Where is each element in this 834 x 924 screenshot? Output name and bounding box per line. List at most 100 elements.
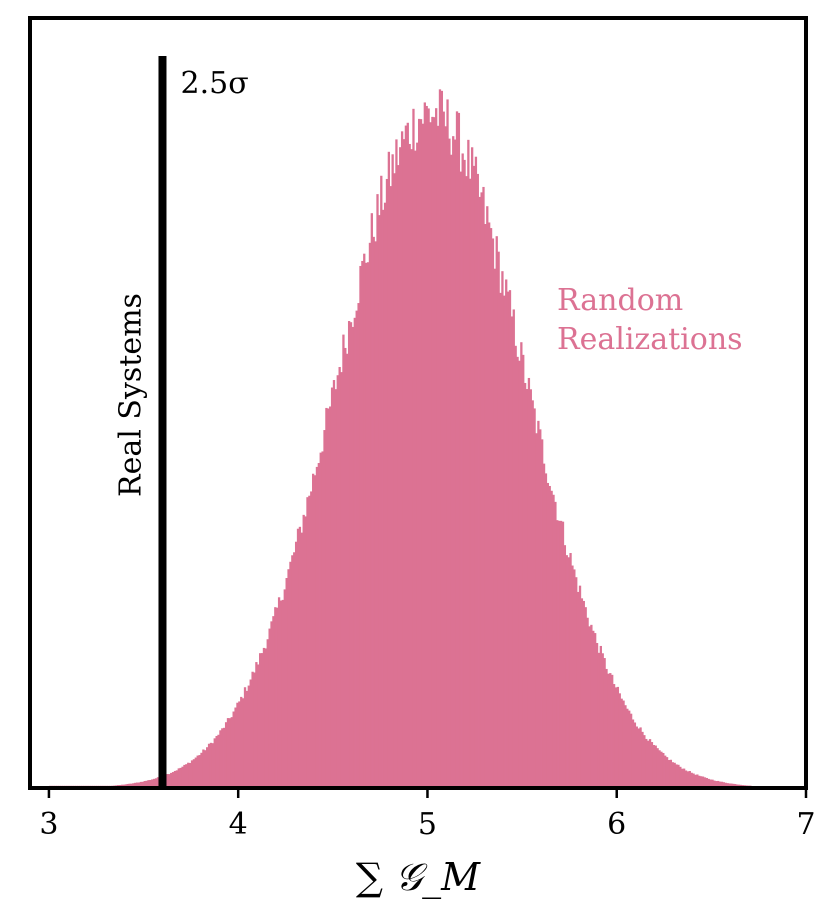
histogram-bar-42 xyxy=(128,783,131,788)
histogram-bar-62 xyxy=(166,774,169,788)
histogram-bar-150 xyxy=(332,380,336,788)
histogram-bar-118 xyxy=(272,616,275,788)
histogram-bar-178 xyxy=(385,178,389,789)
histogram-bar-136 xyxy=(306,497,309,788)
histogram-bar-110 xyxy=(257,664,260,788)
histogram-bar-134 xyxy=(302,514,305,788)
histogram-bar-73 xyxy=(187,762,190,788)
histogram-bar-334 xyxy=(681,768,684,788)
histogram-bar-265 xyxy=(550,490,553,788)
histogram-bar-113 xyxy=(262,647,266,788)
histogram-bar-71 xyxy=(183,764,186,788)
histogram-bar-243 xyxy=(508,290,512,788)
histogram-bar-109 xyxy=(255,662,258,788)
histogram-bar-224 xyxy=(472,165,476,788)
histogram-bar-259 xyxy=(539,429,542,788)
histogram-bar-151 xyxy=(334,389,338,788)
histogram-bar-208 xyxy=(442,111,445,788)
histogram-bar-356 xyxy=(722,782,726,788)
histogram-bar-65 xyxy=(171,772,175,788)
histogram-bar-320 xyxy=(654,745,657,788)
x-tick-label-4: 7 xyxy=(796,807,815,842)
histogram-bar-228 xyxy=(480,192,483,789)
histogram-bar-353 xyxy=(717,780,720,788)
histogram-bar-205 xyxy=(436,125,440,788)
histogram-bar-159 xyxy=(349,322,353,788)
histogram-bar-204 xyxy=(435,108,438,788)
histogram-bar-239 xyxy=(501,271,504,788)
histogram-bars xyxy=(48,89,752,789)
histogram-bar-156 xyxy=(344,347,347,788)
histogram-bar-275 xyxy=(569,553,572,788)
histogram-bar-282 xyxy=(582,600,585,788)
histogram-bar-102 xyxy=(241,698,245,788)
histogram-bar-218 xyxy=(461,153,464,788)
histogram-bar-87 xyxy=(213,738,216,788)
histogram-bar-252 xyxy=(525,389,529,788)
histogram-bar-181 xyxy=(391,154,394,789)
histogram-bar-215 xyxy=(455,111,459,789)
series-annotation-line1: Random xyxy=(557,283,683,318)
histogram-bar-319 xyxy=(652,744,655,788)
histogram-bar-335 xyxy=(682,768,686,788)
histogram-bar-296 xyxy=(609,673,612,788)
histogram-bar-219 xyxy=(463,159,466,788)
histogram-bar-43 xyxy=(130,783,133,788)
histogram-bar-129 xyxy=(293,552,296,788)
histogram-bar-351 xyxy=(713,780,716,788)
histogram-bar-45 xyxy=(134,782,137,788)
histogram-bar-345 xyxy=(701,776,705,788)
histogram-bar-165 xyxy=(361,260,364,788)
histogram-bar-220 xyxy=(465,176,468,789)
histogram-bar-84 xyxy=(207,743,211,788)
histogram-bar-249 xyxy=(520,342,523,788)
histogram-bar-144 xyxy=(321,451,324,788)
histogram-bar-46 xyxy=(135,782,139,788)
histogram-bar-97 xyxy=(232,711,235,788)
histogram-bar-152 xyxy=(336,375,339,788)
histogram-bar-248 xyxy=(518,360,521,788)
histogram-bar-235 xyxy=(493,268,496,788)
histogram-bar-263 xyxy=(546,482,549,788)
histogram-bar-253 xyxy=(527,377,531,788)
histogram-bar-247 xyxy=(516,356,519,788)
histogram-bar-115 xyxy=(266,639,269,788)
reference-label: Real Systems xyxy=(113,293,148,497)
histogram-bar-226 xyxy=(476,173,479,788)
histogram-bar-299 xyxy=(614,687,618,788)
histogram-bar-325 xyxy=(664,755,667,788)
histogram-bar-284 xyxy=(586,617,589,788)
histogram-bar-311 xyxy=(637,728,640,788)
histogram-bar-171 xyxy=(372,236,375,788)
histogram-bar-182 xyxy=(393,173,396,788)
histogram-bar-147 xyxy=(327,408,330,788)
histogram-bar-55 xyxy=(153,778,156,788)
histogram-bar-256 xyxy=(533,408,536,788)
histogram-bar-272 xyxy=(563,545,567,788)
histogram-bar-336 xyxy=(684,770,688,788)
histogram-bar-268 xyxy=(556,520,559,788)
histogram-bar-74 xyxy=(188,762,192,788)
histogram-bar-308 xyxy=(631,719,635,788)
histogram-bar-140 xyxy=(313,475,317,788)
histogram-bar-173 xyxy=(376,194,379,788)
histogram-bar-315 xyxy=(645,738,648,788)
histogram-bar-197 xyxy=(421,123,425,788)
histogram-bar-327 xyxy=(667,760,671,788)
histogram-bar-354 xyxy=(718,781,722,788)
histogram-bar-349 xyxy=(709,779,712,788)
histogram-bar-289 xyxy=(595,642,599,788)
histogram-bar-324 xyxy=(662,752,665,788)
histogram-bar-69 xyxy=(179,767,182,788)
histogram-bar-361 xyxy=(732,783,735,788)
histogram-bar-240 xyxy=(503,295,506,788)
histogram-bar-66 xyxy=(173,770,177,788)
histogram-bar-72 xyxy=(185,764,188,788)
histogram-bar-310 xyxy=(635,726,638,788)
histogram-bar-341 xyxy=(694,774,697,788)
reference-annotation: 2.5σ xyxy=(180,66,248,101)
histogram-bar-262 xyxy=(544,473,548,788)
histogram-bar-330 xyxy=(673,762,676,788)
histogram-bar-209 xyxy=(444,126,447,789)
plot-frame xyxy=(28,16,808,790)
